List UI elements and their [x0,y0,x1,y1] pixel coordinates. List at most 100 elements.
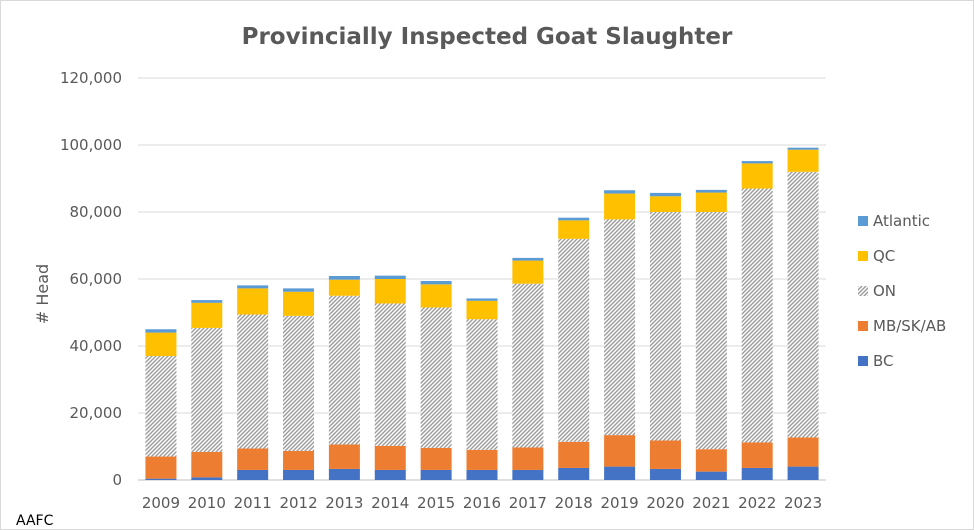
bar-atlantic-2009 [145,329,177,333]
legend-label: MB/SK/AB [873,317,946,335]
x-tick-label: 2019 [601,494,639,512]
bar-mb-sk-ab-2015 [420,447,452,470]
bar-bc-2017 [512,469,544,480]
bar-qc-2013 [328,279,360,296]
bar-bc-2014 [374,469,406,480]
bar-atlantic-2014 [374,275,406,279]
bar-qc-2021 [695,192,727,212]
bar-on-2010 [191,327,223,452]
bar-on-2013 [328,295,360,445]
bar-on-2015 [420,307,452,448]
x-tick-label: 2013 [325,494,363,512]
bar-atlantic-2010 [191,300,223,303]
legend-swatch [858,356,868,366]
x-tick-label: 2018 [555,494,593,512]
legend-swatch [858,321,868,331]
x-tick-label: 2017 [509,494,547,512]
bar-qc-2023 [787,149,819,172]
y-axis-title: # Head [33,264,52,324]
bar-qc-2014 [374,279,406,304]
bar-on-2023 [787,171,819,438]
y-tick-label: 80,000 [70,203,123,221]
bar-bc-2016 [466,469,498,480]
bar-qc-2010 [191,302,223,328]
bar-bc-2021 [695,471,727,480]
bar-on-2016 [466,319,498,450]
bar-mb-sk-ab-2018 [558,441,590,468]
x-tick-label: 2009 [142,494,180,512]
bar-bc-2009 [145,478,177,480]
bar-bc-2015 [420,469,452,480]
bar-on-2014 [374,303,406,446]
bar-on-2021 [695,212,727,450]
bar-atlantic-2018 [558,217,590,221]
bar-bc-2011 [237,469,269,480]
bar-on-2019 [604,219,636,436]
bar-atlantic-2023 [787,147,819,150]
legend-swatch [858,286,868,296]
bar-qc-2016 [466,300,498,320]
bar-qc-2011 [237,288,269,315]
bar-on-2017 [512,283,544,448]
bar-bc-2010 [191,477,223,480]
x-tick-label: 2023 [784,494,822,512]
y-tick-label: 20,000 [70,404,123,422]
bar-atlantic-2015 [420,281,452,285]
y-tick-label: 120,000 [60,69,122,87]
x-tick-label: 2011 [234,494,272,512]
x-tick-label: 2020 [646,494,684,512]
legend: Atlantic QC ON MB/SK/AB BC [858,212,946,370]
y-tick-label: 100,000 [60,136,122,154]
x-tick-label: 2016 [463,494,501,512]
x-tick-label: 2014 [371,494,409,512]
bar-mb-sk-ab-2021 [695,449,727,472]
bar-bc-2012 [283,469,315,480]
bar-qc-2012 [283,291,315,316]
x-tick-label: 2021 [692,494,730,512]
bar-mb-sk-ab-2009 [145,456,177,479]
legend-label: ON [873,282,896,300]
bar-mb-sk-ab-2016 [466,449,498,470]
source-note: AAFC [16,513,54,529]
y-axis-ticks: 0 20,000 40,000 60,000 80,000 100,000 120,000 [60,69,122,489]
bar-mb-sk-ab-2011 [237,448,269,470]
bar-bc-2022 [741,467,773,480]
bar-atlantic-2012 [283,288,315,292]
bars [145,147,819,480]
bar-bc-2019 [604,466,636,480]
bar-mb-sk-ab-2020 [649,440,681,469]
bar-qc-2022 [741,163,773,189]
bar-atlantic-2019 [604,190,636,194]
bar-mb-sk-ab-2012 [283,450,315,470]
bar-on-2012 [283,315,315,451]
legend-label: Atlantic [873,212,930,230]
bar-atlantic-2011 [237,285,269,289]
bar-mb-sk-ab-2013 [328,444,360,469]
bar-qc-2020 [649,196,681,212]
bar-on-2018 [558,238,590,442]
legend-swatch [858,251,868,261]
bar-mb-sk-ab-2019 [604,435,636,467]
legend-label: QC [873,247,895,265]
bar-qc-2015 [420,284,452,308]
y-tick-label: 0 [112,471,122,489]
bar-qc-2019 [604,193,636,220]
legend-label: BC [873,352,894,370]
bar-mb-sk-ab-2022 [741,442,773,468]
x-tick-label: 2010 [188,494,226,512]
bar-bc-2013 [328,468,360,480]
bar-bc-2018 [558,467,590,480]
x-tick-label: 2022 [738,494,776,512]
bar-on-2020 [649,212,681,441]
bar-on-2022 [741,188,773,443]
chart-title: Provincially Inspected Goat Slaughter [242,24,733,50]
bar-atlantic-2016 [466,298,498,301]
y-tick-label: 40,000 [70,337,123,355]
bar-qc-2009 [145,332,177,357]
x-tick-label: 2015 [417,494,455,512]
bar-mb-sk-ab-2014 [374,445,406,470]
bar-qc-2017 [512,260,544,284]
legend-swatch [858,216,868,226]
bar-atlantic-2017 [512,257,544,261]
bar-qc-2018 [558,220,590,239]
